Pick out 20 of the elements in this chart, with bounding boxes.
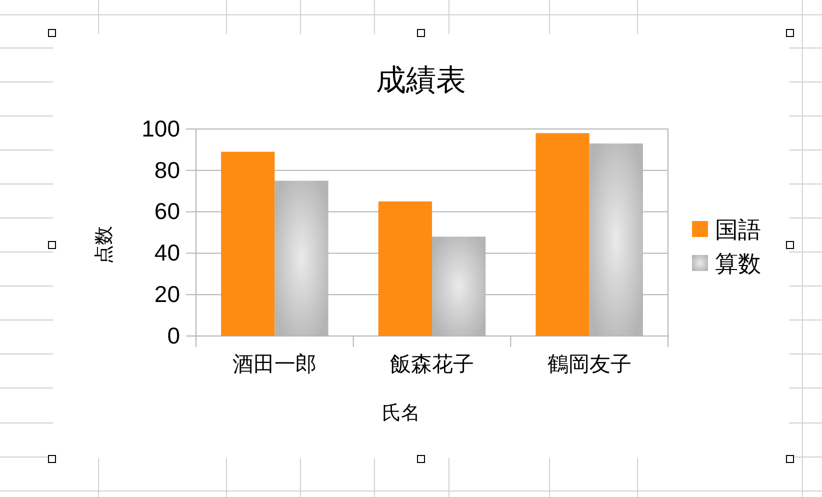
y-tick-label: 0 bbox=[167, 322, 180, 348]
bar bbox=[221, 152, 275, 336]
legend-label: 算数 bbox=[715, 250, 761, 276]
bar bbox=[432, 236, 486, 336]
y-axis-title: 点数 bbox=[94, 226, 115, 264]
y-tick-label: 20 bbox=[154, 280, 180, 307]
y-tick-label: 40 bbox=[154, 240, 180, 266]
y-tick-label: 100 bbox=[142, 115, 180, 142]
legend-label: 国語 bbox=[715, 216, 761, 242]
x-tick-label: 飯森花子 bbox=[390, 352, 474, 376]
x-tick-label: 酒田一郎 bbox=[232, 352, 317, 376]
y-tick-label: 60 bbox=[154, 198, 180, 224]
bar bbox=[536, 133, 590, 336]
chart-title: 成績表 bbox=[376, 64, 466, 97]
x-axis-title: 氏名 bbox=[382, 403, 420, 424]
y-tick-label: 80 bbox=[154, 156, 180, 183]
bar bbox=[378, 201, 432, 336]
x-tick-label: 鶴岡友子 bbox=[547, 352, 632, 376]
bar bbox=[589, 143, 643, 336]
bar bbox=[274, 180, 328, 336]
